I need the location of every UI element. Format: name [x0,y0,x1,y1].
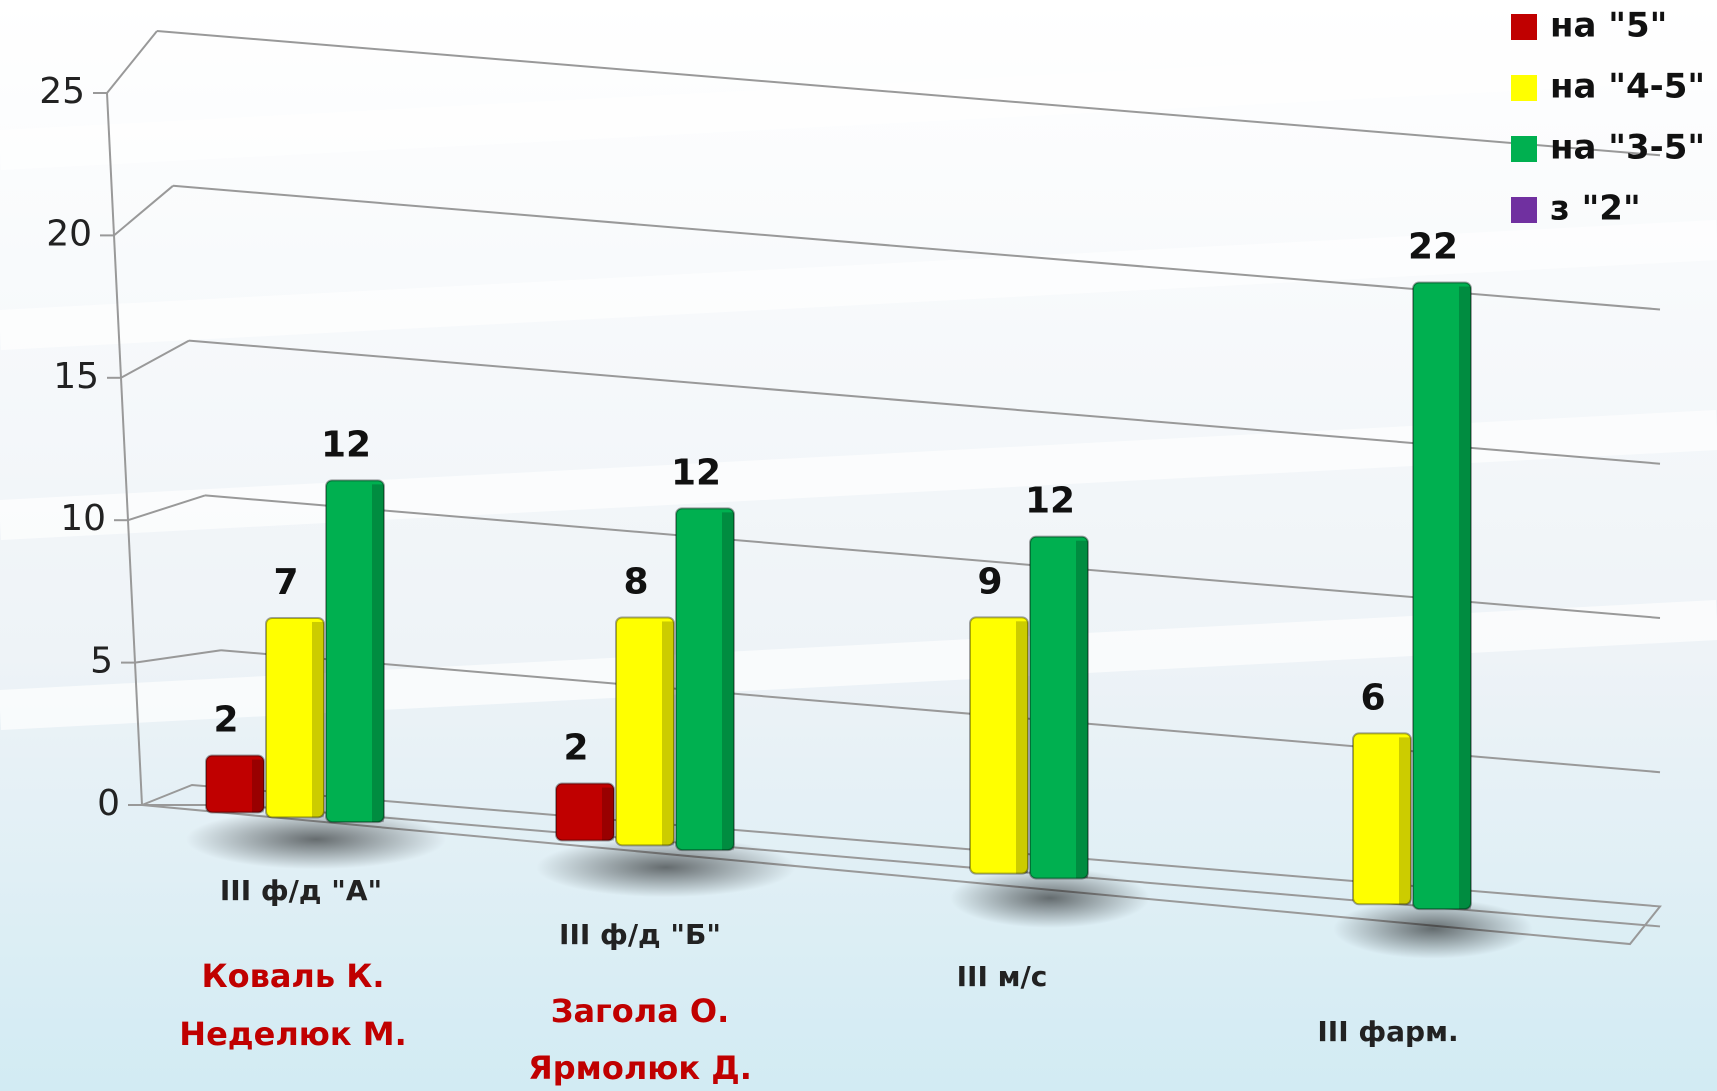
y-tick-label: 15 [53,356,99,397]
legend-label: на "4-5" [1550,67,1705,107]
grid-line [120,339,190,379]
x-tick-label: III м/с [957,960,1048,993]
bar-shadow [536,837,796,898]
grid-line [106,30,158,94]
bar-side [602,787,614,841]
grid-line [172,184,1661,311]
value-label: 9 [977,561,1002,602]
value-label: 12 [671,452,721,493]
value-label: 6 [1360,677,1385,718]
x-tick-label: III фарм. [1317,1015,1458,1048]
legend-swatch [1511,197,1537,223]
y-tick-label: 20 [46,213,92,254]
value-label: 2 [213,700,238,741]
grid-line [113,185,174,237]
y-tick-label: 0 [97,783,120,824]
bar [1029,535,1089,880]
bar-shadow [950,868,1150,929]
bar [1412,281,1472,911]
grid-line [134,649,222,664]
legend-swatch [1511,14,1537,40]
bar-side [722,512,734,851]
legend-label: на "3-5" [1550,128,1705,168]
bar-side [1076,540,1088,879]
bar-shadow [186,809,446,870]
bar [1352,732,1412,906]
bar [265,616,325,819]
annotation: Коваль К. [201,957,384,995]
value-label: 8 [623,561,648,602]
bar [325,479,385,824]
value-label: 7 [273,562,298,603]
bar [555,782,615,842]
bar [205,754,265,814]
value-label: 22 [1408,227,1458,268]
bar-side [372,484,384,823]
bar [969,616,1029,875]
legend-swatch [1511,75,1537,101]
bar-side [662,621,674,846]
annotation: Загола О. [551,992,730,1030]
y-tick-label: 5 [90,641,113,682]
bar [615,616,675,847]
legend-label: з "2" [1550,189,1641,229]
bar [675,507,735,852]
value-label: 2 [563,728,588,769]
annotation: Неделюк М. [179,1015,406,1053]
bar-side [1399,737,1411,905]
y-tick-label: 25 [39,71,85,112]
grid-line [156,30,1661,157]
legend-swatch [1511,136,1537,162]
x-tick-label: III ф/д "А" [220,874,382,907]
grid-line [127,494,206,522]
value-label: 12 [321,424,371,465]
bar-side [1459,286,1471,910]
value-label: 12 [1025,481,1075,522]
bar-side [1016,621,1028,874]
annotation: Ярмолюк Д. [528,1049,752,1087]
y-axis [106,92,143,806]
x-tick-label: III ф/д "Б" [559,918,721,951]
bar-shadow [1333,898,1533,959]
y-tick-label: 10 [60,498,106,539]
bar-side [312,621,324,818]
bar-side [252,759,264,813]
legend-label: на "5" [1550,6,1667,46]
